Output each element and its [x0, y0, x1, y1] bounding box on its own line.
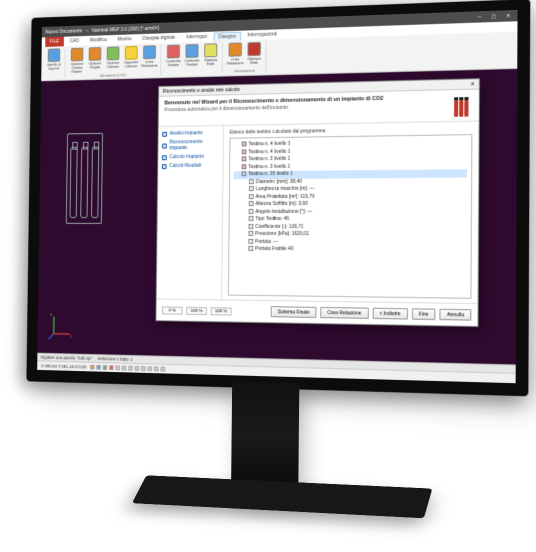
- dialog-body: Analisi Impianto Riconoscimento Impianto…: [157, 122, 479, 303]
- monitor: Nuovo Documento – Namirial MEP 3.0 (292)…: [26, 0, 530, 396]
- tab-file[interactable]: FILE: [45, 37, 63, 47]
- status-icon[interactable]: [90, 365, 95, 370]
- status-icon[interactable]: [109, 365, 114, 370]
- svg-text:X: X: [70, 334, 74, 340]
- status-icon[interactable]: [96, 365, 101, 370]
- svg-text:Y: Y: [49, 312, 53, 318]
- tree-row-selected: Testina n. 26 livello 1: [234, 169, 467, 179]
- dialog-heading: Benvenuto nel Wizard per il Riconoscimen…: [164, 94, 450, 106]
- ribbon-btn-opz3[interactable]: Opzioni Calcolo: [105, 46, 122, 73]
- ribbon-btn-sup[interactable]: Superfici Calcolo: [123, 46, 140, 73]
- system-final-button[interactable]: Sistema Finale: [271, 306, 317, 318]
- nav-step-3[interactable]: Calcolo Impianto: [162, 154, 219, 161]
- monitor-stand-base: [132, 475, 432, 518]
- close-button[interactable]: ✕: [503, 11, 513, 21]
- maximize-button[interactable]: ▢: [489, 12, 499, 22]
- ribbon-btn-stampa2[interactable]: Stampa Rete: [245, 42, 262, 65]
- tab-digitale[interactable]: Disegna digitale: [138, 33, 180, 44]
- ribbon-btn-ctrl[interactable]: Controllo Testine: [165, 44, 182, 67]
- back-button[interactable]: < Indietro: [372, 308, 407, 320]
- tab-disegno[interactable]: Disegno: [214, 32, 241, 42]
- tab-modifica[interactable]: Modifica: [85, 35, 111, 45]
- ribbon-group-2: Opzioni Centra Raster Opzioni Griglia Op…: [66, 45, 161, 78]
- wizard-dialog: Riconoscimento e analisi rete calcolo ✕ …: [155, 78, 479, 327]
- ribbon-btn-stampa[interactable]: Stampa Rete: [202, 43, 219, 66]
- create-report-button[interactable]: Crea Relazione: [320, 307, 368, 319]
- print2-icon: [247, 42, 260, 56]
- dialog-header: Benvenuto nel Wizard per il Riconoscimen…: [159, 90, 479, 127]
- status-text-2: Selezione 1 fatta: 1: [98, 356, 133, 362]
- dialog-close-icon[interactable]: ✕: [470, 81, 474, 87]
- grid-icon: [89, 47, 102, 61]
- axis-gizmo: Y X: [48, 310, 75, 340]
- progress-a: 0 %: [162, 306, 183, 314]
- ribbon-btn-opz2[interactable]: Opzioni Griglia: [87, 47, 104, 73]
- check-icon: [167, 44, 180, 58]
- extinguisher-icon: [450, 94, 473, 117]
- status-icon[interactable]: [147, 366, 152, 371]
- print-icon: [204, 43, 217, 57]
- dialog-nav: Analisi Impianto Riconoscimento Impianto…: [157, 126, 224, 300]
- coords-readout: X:495,94 Y:481,19 Z:0,00: [41, 363, 87, 369]
- tree-prop: Angolo Installazione [°]: —: [233, 208, 466, 216]
- tree-prop: Area Proiettata [m²]: 115,79: [234, 193, 467, 202]
- ribbon-group-label-4: Informazioni: [234, 68, 255, 74]
- result-tree[interactable]: Testina n. 4 livello 1 Testina n. 4 live…: [228, 134, 473, 299]
- status-icon[interactable]: [160, 367, 165, 372]
- ribbon-group-4: Crea Relazione Stampa Rete Informazioni: [224, 42, 267, 74]
- status-icon[interactable]: [115, 365, 120, 370]
- ribbon-btn-crea2[interactable]: Crea Relazione: [227, 42, 244, 65]
- tree-label: Elenco delle testine calcolate dal progr…: [230, 126, 473, 136]
- tree-row: Testina n. 4 livello 1: [234, 146, 467, 156]
- status-icon[interactable]: [135, 366, 140, 371]
- open-icon: [48, 48, 61, 62]
- ribbon-group-label-2: Strumenti (CO2): [100, 72, 126, 78]
- dialog-main: Elenco delle testine calcolate dal progr…: [222, 122, 479, 303]
- tree-prop: Tipo Testina: 46: [233, 216, 466, 224]
- dialog-titlebar: Riconoscimento e analisi rete calcolo ✕: [159, 79, 479, 97]
- ribbon-btn-ctrl2[interactable]: Controllo Testine: [183, 44, 200, 67]
- titlebar-sep: –: [86, 28, 89, 34]
- monitor-stand-neck: [231, 381, 299, 494]
- calc-icon: [107, 46, 120, 60]
- tree-row: Testina n. 3 livello 1: [234, 154, 467, 164]
- nav-step-2[interactable]: Riconoscimento Impianto: [162, 139, 219, 152]
- nav-step-1[interactable]: Analisi Impianto: [162, 130, 219, 137]
- tree-row: Testina n. 3 livello 1: [234, 162, 467, 172]
- status-icon[interactable]: [154, 366, 159, 371]
- tree-row: Testina n. 4 livello 1: [234, 138, 467, 149]
- surface-icon: [125, 46, 138, 60]
- status-icon[interactable]: [128, 366, 133, 371]
- minimize-button[interactable]: ─: [474, 12, 484, 22]
- tab-mostra[interactable]: Mostra: [113, 34, 136, 44]
- finish-button[interactable]: Fine: [412, 308, 436, 320]
- nav-step-4[interactable]: Calcoli Risultati: [162, 163, 219, 169]
- report2-icon: [229, 42, 242, 56]
- scene: Nuovo Documento – Namirial MEP 3.0 (292)…: [0, 0, 536, 552]
- ribbon-btn-opz1[interactable]: Opzioni Centra Raster: [69, 48, 85, 74]
- status-icon[interactable]: [122, 366, 127, 371]
- ribbon-group-3: Controllo Testine Controllo Testine Stam…: [162, 43, 223, 75]
- titlebar-doc: Nuovo Documento: [45, 28, 82, 35]
- progress-b: 100 %: [186, 306, 207, 314]
- options-icon: [71, 48, 84, 62]
- screen: Nuovo Documento – Namirial MEP 3.0 (292)…: [37, 10, 518, 384]
- tab-cad[interactable]: CAD: [65, 36, 83, 46]
- status-icon[interactable]: [141, 366, 146, 371]
- check2-icon: [185, 44, 198, 58]
- status-icon[interactable]: [103, 365, 108, 370]
- tree-prop: Lunghezza maschio [m]: —: [234, 185, 467, 194]
- tree-prop: Portata: —: [233, 238, 466, 247]
- dialog-title-text: Riconoscimento e analisi rete calcolo: [163, 87, 240, 95]
- tab-interrog[interactable]: Interrogaz: [182, 32, 212, 43]
- cancel-button[interactable]: Annulla: [440, 309, 472, 321]
- dialog-footer: 0 % 100 % 100 % Sistema Finale Crea Rela…: [156, 299, 477, 326]
- progress-c: 100 %: [211, 307, 232, 315]
- cad-workspace[interactable]: Y X Riconoscimento e analisi rete calcol…: [37, 69, 517, 364]
- tree-prop: Diametro [mm]: 38,40: [234, 177, 467, 186]
